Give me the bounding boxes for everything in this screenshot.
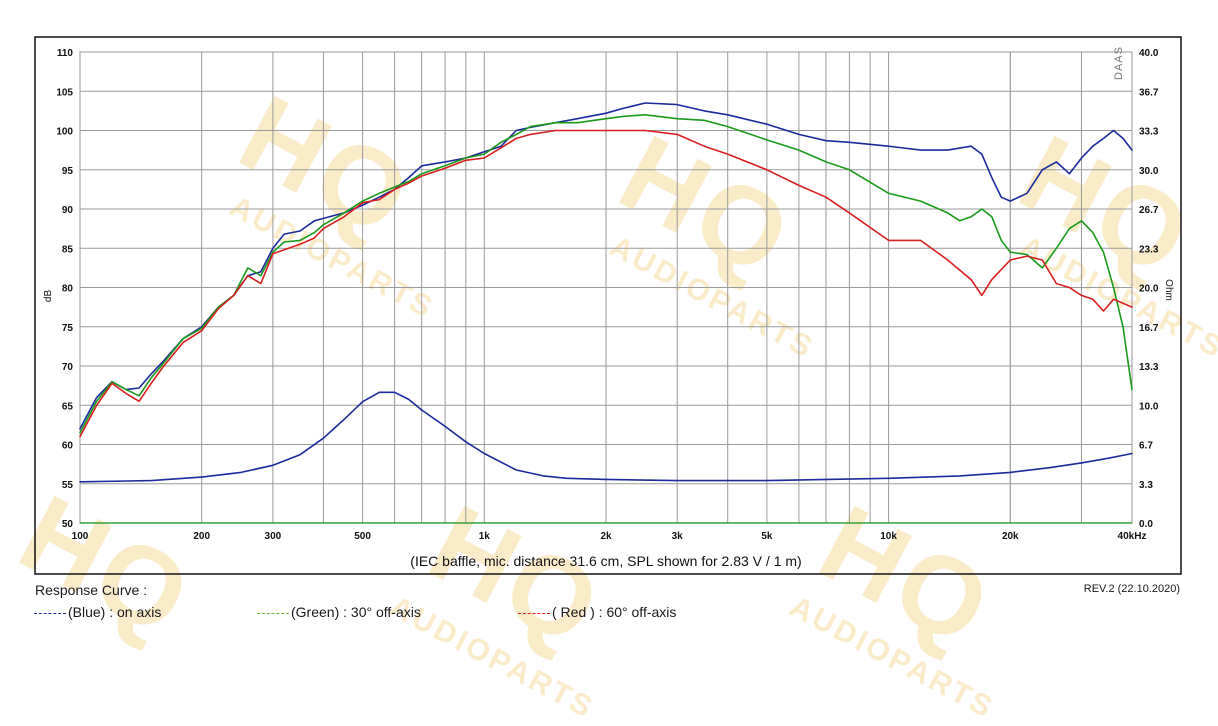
series-line-2: [79, 129, 1133, 438]
y-tick-label: 50: [62, 519, 74, 530]
x-tick-label: 200: [193, 531, 210, 542]
y2-tick-label: 3.3: [1139, 480, 1153, 491]
x-tick-label: 300: [265, 531, 282, 542]
chart-caption: (IEC baffle, mic. distance 31.6 cm, SPL …: [410, 553, 801, 569]
legend-label: ( Red ) : 60° off-axis: [552, 604, 677, 620]
y2-tick-label: 36.7: [1139, 87, 1159, 98]
legend-item-30-off-axis: (Green) : 30° off-axis: [257, 604, 421, 620]
y2-tick-label: 10.0: [1139, 401, 1159, 412]
y-tick-label: 95: [62, 166, 74, 177]
x-tick-label: 100: [72, 531, 89, 542]
y-tick-label: 65: [62, 401, 74, 412]
legend-swatch: [257, 612, 289, 614]
y2-tick-label: 6.7: [1139, 441, 1153, 452]
x-tick-label: 40kHz: [1118, 531, 1147, 542]
y2-tick-label: 40.0: [1139, 48, 1159, 59]
y-tick-label: 100: [56, 127, 73, 138]
y-tick-label: 55: [62, 480, 74, 491]
y2-tick-label: 23.3: [1139, 244, 1159, 255]
y2-tick-label: 33.3: [1139, 127, 1159, 138]
y-tick-label: 80: [62, 284, 74, 295]
legend-item-on-axis: (Blue) : on axis: [34, 604, 161, 620]
x-tick-label: 1k: [479, 531, 491, 542]
series-line-3: [79, 391, 1133, 483]
y2-tick-label: 26.7: [1139, 205, 1159, 216]
y-tick-label: 90: [62, 205, 74, 216]
x-tick-label: 500: [354, 531, 371, 542]
x-tick-label: 3k: [672, 531, 684, 542]
y2-axis-label: Ohm: [1163, 279, 1174, 301]
legend-title: Response Curve :: [35, 582, 148, 598]
x-tick-label: 10k: [880, 531, 897, 542]
frequency-response-chart: 100 200 300 500 1k 2k 3k 5k 10k 20k 40kHz 110 105 100…: [34, 36, 1182, 575]
y-tick-label: 60: [62, 441, 74, 452]
series-layer: [79, 102, 1133, 483]
y-tick-label: 85: [62, 244, 74, 255]
legend-item-60-off-axis: ( Red ) : 60° off-axis: [518, 604, 676, 620]
x-tick-label: 5k: [761, 531, 773, 542]
software-mark: DAAS: [1113, 46, 1125, 80]
legend-swatch: [518, 612, 550, 614]
x-tick-label: 20k: [1002, 531, 1019, 542]
y-tick-label: 75: [62, 323, 74, 334]
y2-tick-label: 0.0: [1139, 519, 1153, 530]
grid: [79, 51, 1133, 524]
legend-swatch: [34, 612, 66, 614]
x-tick-label: 2k: [600, 531, 612, 542]
y-tick-label: 70: [62, 362, 74, 373]
y2-tick-label: 20.0: [1139, 284, 1159, 295]
tick-labels: 100 200 300 500 1k 2k 3k 5k 10k 20k 40kHz 110 105 100…: [56, 48, 1159, 542]
y2-tick-label: 30.0: [1139, 166, 1159, 177]
revision-label: REV.2 (22.10.2020): [1083, 583, 1180, 595]
y-tick-label: 105: [56, 87, 73, 98]
y2-tick-label: 13.3: [1139, 362, 1159, 373]
chart-frame: [34, 36, 1182, 575]
legend-label: (Green) : 30° off-axis: [291, 604, 421, 620]
y2-tick-label: 16.7: [1139, 323, 1159, 334]
legend-label: (Blue) : on axis: [68, 604, 162, 620]
y-tick-label: 110: [57, 48, 74, 59]
y-axis-label: dB: [43, 290, 54, 303]
